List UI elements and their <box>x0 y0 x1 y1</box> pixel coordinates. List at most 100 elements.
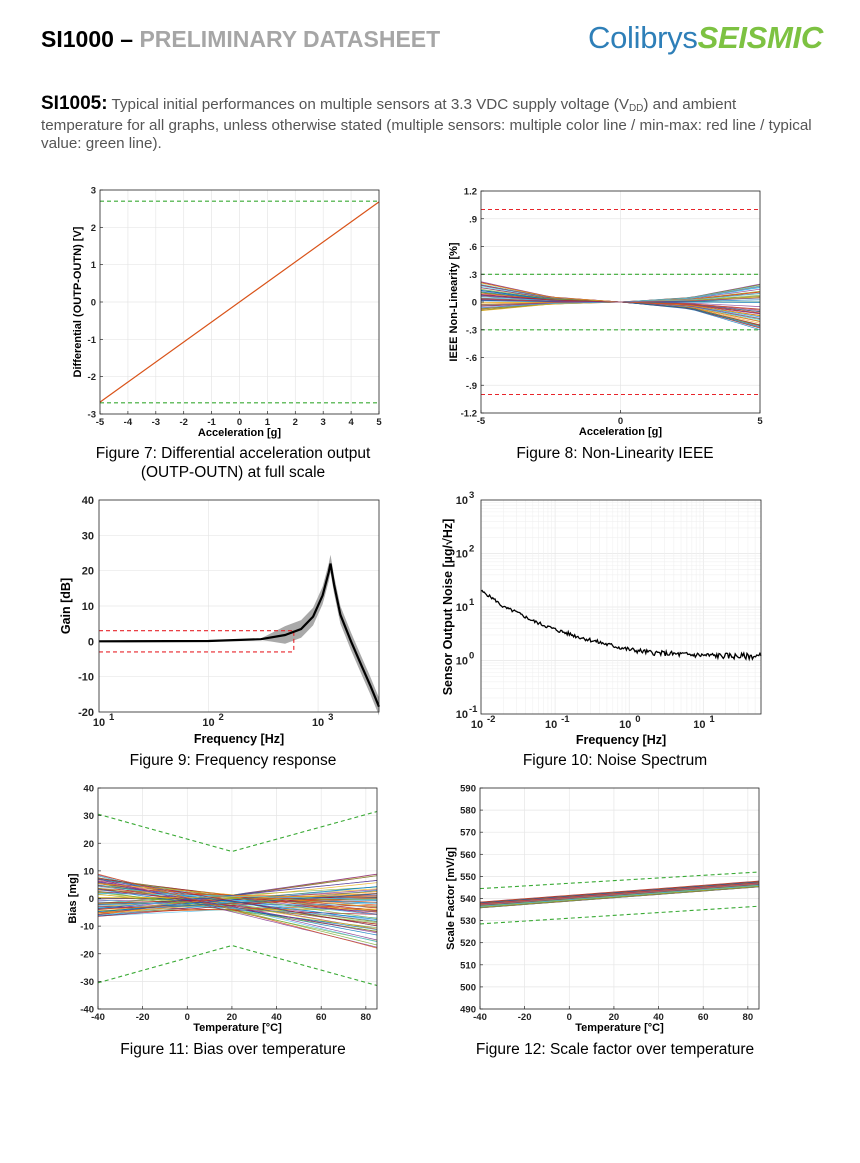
sensor-line <box>97 889 378 930</box>
x-tick-exponent: 1 <box>709 714 715 725</box>
y-tick-label: -20 <box>80 949 94 960</box>
y-tick-label: 3 <box>91 186 96 197</box>
x-tick-label: 1 <box>265 417 271 428</box>
x-tick-label: -2 <box>179 417 187 428</box>
y-tick-label: 0 <box>91 298 96 309</box>
y-tick-label: 30 <box>83 811 94 822</box>
y-tick-label: .3 <box>469 270 477 281</box>
x-tick-label: 10 <box>471 719 483 731</box>
y-tick-label: 10 <box>83 866 94 877</box>
y-tick-label: -1 <box>88 335 97 346</box>
x-tick-label: -4 <box>124 417 133 428</box>
x-tick-label: -20 <box>136 1012 150 1023</box>
figure-10-chart: 10 -2 10 -1 10 0 10 110 -110 010 110 210 3Frequency … <box>441 490 762 747</box>
y-tick-label: 10 <box>456 549 468 561</box>
figure-12-chart: -40 -20 0 20 40 60 80 490 500 510 520 530 540 550 560 5… <box>445 784 760 1034</box>
x-axis-label: Temperature [°C] <box>193 1022 282 1034</box>
x-tick-label: 40 <box>271 1012 282 1023</box>
x-tick-label: 80 <box>743 1012 754 1023</box>
x-tick-exponent: -2 <box>487 714 495 725</box>
y-tick-label: -40 <box>80 1005 94 1016</box>
sensor-line <box>479 883 760 906</box>
y-tick-exponent: 2 <box>469 544 474 555</box>
y-tick-label: 580 <box>460 806 476 817</box>
y-tick-label: 10 <box>456 656 468 668</box>
x-axis-label: Acceleration [g] <box>579 426 662 438</box>
x-tick-exponent: 0 <box>635 714 640 725</box>
figure-8-chart: -5 0 5 -1.2 -.9 -.6 -.3 0 .3 .6 .9 1.2 Acceleration … <box>448 187 763 439</box>
x-tick-label: 0 <box>185 1012 190 1023</box>
y-tick-label: .6 <box>469 242 477 253</box>
intro-lead: SI1005: <box>41 93 108 114</box>
logo-text-a: Colibrys <box>588 20 698 55</box>
noise-spectrum-line <box>480 589 762 662</box>
intro-subscript: DD <box>628 103 644 114</box>
x-tick-label: 0 <box>237 417 242 428</box>
y-tick-label: 550 <box>460 872 476 883</box>
y-tick-label: 10 <box>82 601 94 613</box>
x-tick-exponent: 1 <box>109 712 115 723</box>
intro-text-2: ) and ambient temperature for all graphs… <box>41 96 812 153</box>
x-tick-exponent: 3 <box>328 712 333 723</box>
y-axis-label: Sensor Output Noise [µg/√Hz] <box>441 519 455 696</box>
sensor-line <box>97 895 378 904</box>
x-tick-label: -40 <box>473 1012 487 1023</box>
figure-8-caption: Figure 8: Non-Linearity IEEE <box>516 445 714 462</box>
sensor-line <box>479 886 760 908</box>
y-axis-label: Gain [dB] <box>59 578 73 634</box>
y-tick-label: 40 <box>82 495 94 507</box>
x-tick-label: 3 <box>321 417 326 428</box>
y-tick-label: -10 <box>80 922 94 933</box>
sensor-line <box>479 882 760 904</box>
y-tick-label: 10 <box>456 602 468 614</box>
y-tick-exponent: -1 <box>469 704 478 715</box>
y-tick-label: 0 <box>89 894 94 905</box>
y-tick-label: -.6 <box>466 353 477 364</box>
y-tick-exponent: 0 <box>469 651 474 662</box>
sensor-line <box>479 881 760 903</box>
x-tick-label: 20 <box>227 1012 238 1023</box>
x-tick-label: 10 <box>202 717 214 729</box>
x-tick-label: -5 <box>477 416 486 427</box>
x-tick-label: -40 <box>91 1012 105 1023</box>
x-tick-label: 10 <box>545 719 557 731</box>
y-tick-label: 540 <box>460 894 476 905</box>
sensor-line <box>97 892 378 900</box>
y-tick-label: -3 <box>88 410 96 421</box>
x-axis-label: Frequency [Hz] <box>194 732 284 746</box>
figure-7-caption: Figure 7: Differential acceleration outp… <box>95 445 371 481</box>
y-tick-label: 520 <box>460 938 476 949</box>
y-axis-label: Bias [mg] <box>67 873 79 923</box>
sensor-line <box>97 899 378 919</box>
figure-11-caption: Figure 11: Bias over temperature <box>120 1041 346 1058</box>
y-tick-label: 20 <box>82 566 94 578</box>
figure-12-caption: Figure 12: Scale factor over temperature <box>475 1041 755 1058</box>
sensor-line <box>97 886 378 906</box>
intro-paragraph: SI1005: Typical initial performances on … <box>41 93 821 154</box>
sensor-line <box>97 895 378 899</box>
y-tick-label: 510 <box>460 960 476 971</box>
y-tick-label: 1 <box>91 260 97 271</box>
x-tick-label: -20 <box>518 1012 532 1023</box>
sensor-line <box>479 882 760 905</box>
colibrys-logo: ColibrysSEISMIC <box>588 20 823 56</box>
y-tick-label: 560 <box>460 850 476 861</box>
x-tick-exponent: -1 <box>561 714 570 725</box>
sensor-line <box>479 880 760 903</box>
plot-border <box>480 499 762 715</box>
sensor-line <box>97 873 378 949</box>
y-axis-label: IEEE Non-Linearity [%] <box>448 242 460 362</box>
figure-10-caption: Figure 10: Noise Spectrum <box>522 752 708 769</box>
y-tick-label: .9 <box>469 214 477 225</box>
sensor-line <box>97 881 378 934</box>
x-tick-label: 80 <box>361 1012 372 1023</box>
title-sub: PRELIMINARY DATASHEET <box>139 26 441 52</box>
x-tick-label: 2 <box>293 417 298 428</box>
y-tick-label: -.9 <box>466 381 477 392</box>
sensor-line <box>479 885 760 907</box>
typical-gain-line <box>98 563 381 708</box>
y-tick-label: 20 <box>83 839 94 850</box>
sensor-line <box>479 883 760 906</box>
y-tick-label: -10 <box>78 672 94 684</box>
x-tick-label: 10 <box>619 719 631 731</box>
